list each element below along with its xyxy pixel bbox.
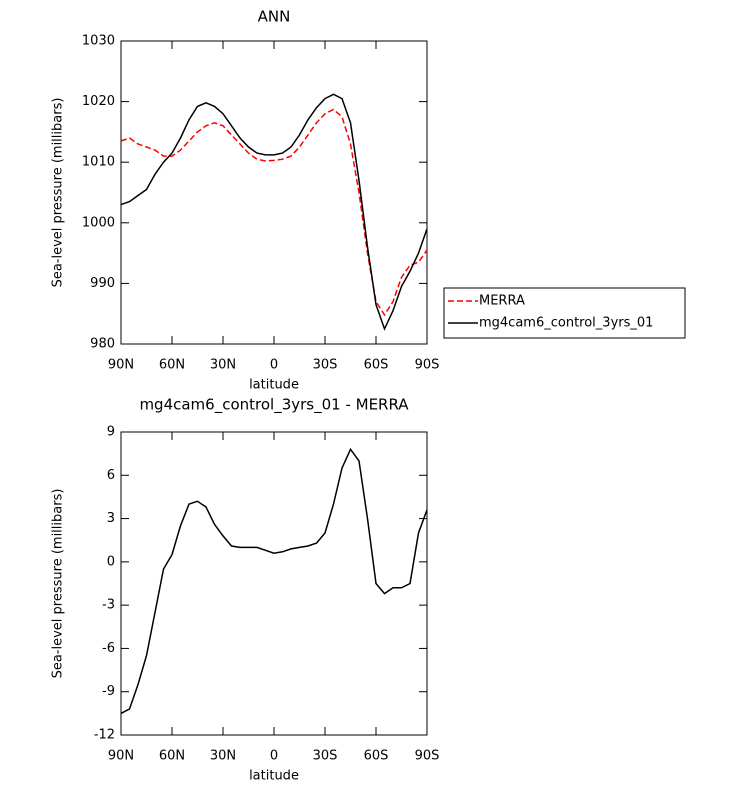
y-tick-label: 1030 bbox=[82, 34, 115, 49]
y-tick-label: 0 bbox=[107, 554, 115, 569]
x-tick-label: 0 bbox=[270, 749, 278, 764]
y-tick-label: 980 bbox=[90, 337, 115, 352]
y-tick-label: 3 bbox=[107, 511, 115, 526]
y-tick-label: 6 bbox=[107, 468, 115, 483]
y-tick-label: 1020 bbox=[82, 94, 115, 109]
chart-title: mg4cam6_control_3yrs_01 - MERRA bbox=[139, 396, 409, 415]
y-tick-label: -9 bbox=[102, 684, 115, 699]
y-tick-label: 990 bbox=[90, 276, 115, 291]
legend-label: MERRA bbox=[479, 294, 525, 309]
x-axis-label: latitude bbox=[249, 769, 299, 784]
x-tick-label: 60S bbox=[364, 749, 389, 764]
x-tick-label: 30S bbox=[313, 749, 338, 764]
y-tick-label: -6 bbox=[102, 641, 115, 656]
x-tick-label: 60N bbox=[159, 358, 185, 373]
x-tick-label: 90S bbox=[415, 358, 440, 373]
legend-box bbox=[443, 287, 686, 339]
x-tick-label: 90N bbox=[108, 358, 134, 373]
x-tick-label: 60N bbox=[159, 749, 185, 764]
plot-frame bbox=[120, 431, 428, 736]
y-axis-label: Sea-level pressure (millibars) bbox=[51, 489, 66, 679]
y-axis-label: Sea-level pressure (millibars) bbox=[51, 98, 66, 288]
x-axis-label: latitude bbox=[249, 378, 299, 393]
legend-label: mg4cam6_control_3yrs_01 bbox=[479, 316, 653, 331]
y-tick-label: 9 bbox=[107, 425, 115, 440]
y-tick-label: -3 bbox=[102, 598, 115, 613]
data-line bbox=[120, 108, 428, 317]
data-line bbox=[120, 447, 428, 715]
chart-title: ANN bbox=[258, 8, 291, 26]
y-tick-label: 1010 bbox=[82, 155, 115, 170]
x-tick-label: 30S bbox=[313, 358, 338, 373]
x-tick-label: 60S bbox=[364, 358, 389, 373]
data-line bbox=[120, 93, 428, 331]
x-tick-label: 30N bbox=[210, 358, 236, 373]
x-tick-label: 90S bbox=[415, 749, 440, 764]
x-tick-label: 0 bbox=[270, 358, 278, 373]
y-tick-label: 1000 bbox=[82, 215, 115, 230]
x-tick-label: 90N bbox=[108, 749, 134, 764]
x-tick-label: 30N bbox=[210, 749, 236, 764]
plot-frame bbox=[120, 40, 428, 345]
y-tick-label: -12 bbox=[94, 728, 115, 743]
